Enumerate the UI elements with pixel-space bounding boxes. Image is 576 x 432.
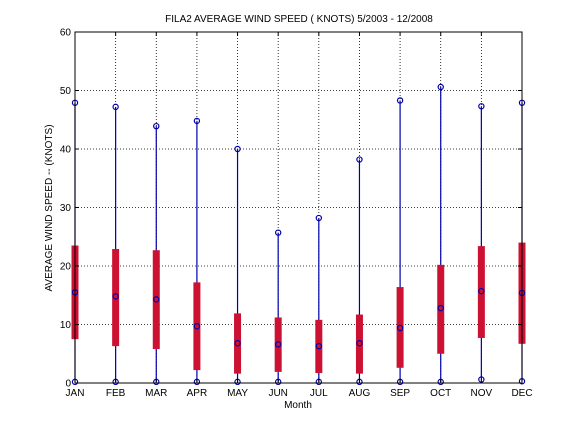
y-tick-label: 40 (60, 145, 72, 156)
box-may (234, 145, 242, 386)
box-oct (437, 83, 445, 386)
median-marker (478, 287, 485, 295)
x-tick-label: JUN (268, 388, 287, 399)
median-marker (193, 323, 201, 330)
grid-lines (75, 32, 522, 383)
max-marker (478, 103, 485, 110)
box-jul (315, 214, 323, 386)
max-marker (437, 83, 444, 91)
x-tick-label: MAY (227, 388, 248, 399)
median-marker (274, 341, 282, 348)
iqr-box (315, 319, 323, 374)
iqr-box (152, 250, 160, 350)
x-axis-label: Month (284, 400, 312, 411)
max-marker (356, 156, 363, 163)
x-tick-label: FEB (106, 388, 126, 399)
y-tick-label: 20 (60, 262, 72, 273)
median-marker (153, 296, 160, 303)
iqr-box (234, 313, 242, 374)
iqr-box (355, 314, 363, 374)
max-marker (234, 145, 241, 153)
y-axis-label: AVERAGE WIND SPEED -- (KNOTS) (44, 124, 55, 291)
iqr-box (396, 287, 404, 368)
box-sep (396, 97, 404, 386)
max-marker (315, 214, 323, 222)
boxes-layer (71, 83, 526, 386)
iqr-box (437, 264, 445, 354)
max-marker (274, 229, 282, 236)
plot-area-frame (74, 31, 523, 384)
x-tick-label: APR (187, 388, 208, 399)
median-marker (437, 304, 444, 312)
iqr-box (193, 282, 201, 371)
max-marker (112, 103, 119, 111)
box-mar (152, 122, 160, 386)
axis-ticks: 0 10 20 30 40 50 60 JAN FEB MAR APR MAY JUN JUL AUG SEP… (60, 28, 533, 400)
chart-title: FILA2 AVERAGE WIND SPEED ( KNOTS) 5/2003… (165, 14, 433, 25)
x-tick-label: OCT (430, 388, 451, 399)
x-tick-label: MAR (145, 388, 167, 399)
x-tick-label: SEP (390, 388, 410, 399)
x-tick-label: AUG (349, 388, 371, 399)
max-marker (153, 122, 160, 130)
box-nov (477, 103, 485, 383)
box-jun (274, 229, 282, 386)
x-tick-label: JUL (310, 388, 328, 399)
y-tick-label: 30 (60, 203, 72, 214)
median-marker (112, 293, 119, 300)
median-marker (234, 340, 241, 347)
iqr-box (274, 317, 282, 372)
box-apr (193, 117, 201, 386)
x-tick-label: NOV (471, 388, 493, 399)
y-tick-label: 50 (60, 86, 72, 97)
max-marker (396, 97, 404, 104)
x-tick-label: DEC (511, 388, 532, 399)
iqr-box (112, 249, 120, 347)
iqr-box (477, 246, 485, 338)
median-marker (315, 342, 323, 350)
y-tick-label: 0 (65, 379, 71, 390)
max-marker (193, 117, 201, 125)
median-marker (396, 324, 404, 332)
box-feb (112, 103, 120, 386)
box-aug (355, 156, 363, 386)
median-marker (356, 340, 363, 347)
y-tick-label: 10 (60, 320, 72, 331)
y-tick-label: 60 (60, 28, 72, 39)
x-tick-label: JAN (66, 388, 85, 399)
